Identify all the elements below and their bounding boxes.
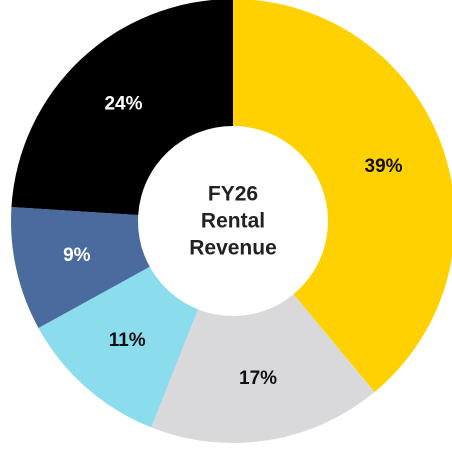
data-label: 24%: [104, 93, 142, 114]
data-label: 9%: [63, 245, 91, 266]
donut-slice: [233, 0, 452, 393]
data-label: 11%: [109, 330, 146, 351]
data-label: 39%: [365, 156, 403, 177]
donut-slice: [151, 294, 375, 443]
donut-slice: [11, 0, 233, 216]
donut-slice: [38, 266, 199, 428]
data-label: 17%: [239, 368, 277, 389]
chart-title: FY26 Rental Revenue: [189, 182, 277, 260]
donut-slice: [11, 207, 150, 328]
